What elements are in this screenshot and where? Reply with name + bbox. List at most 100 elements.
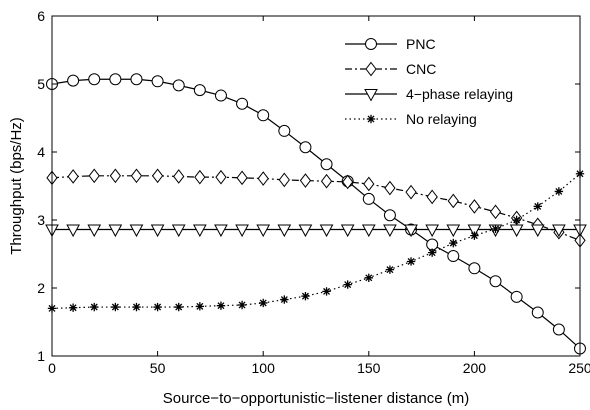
data-point [342, 174, 354, 190]
data-point [361, 224, 376, 238]
data-point [108, 224, 123, 238]
data-point [90, 302, 99, 312]
data-point [109, 168, 121, 184]
data-point [171, 224, 186, 238]
data-point [172, 79, 185, 92]
data-point [425, 224, 440, 238]
legend-label: CNC [406, 61, 436, 77]
x-tick-label: 200 [463, 360, 487, 376]
data-point [427, 248, 437, 257]
data-point [236, 97, 249, 110]
data-point [174, 302, 183, 312]
data-point [383, 209, 396, 222]
data-point [257, 109, 270, 122]
y-tick-label: 4 [37, 144, 45, 160]
data-point [259, 298, 268, 308]
data-point [385, 265, 395, 274]
data-point [298, 224, 313, 238]
data-point [193, 84, 206, 97]
data-point [66, 224, 80, 238]
data-point [130, 73, 143, 86]
data-point [235, 224, 249, 238]
data-point [214, 89, 227, 102]
data-point [449, 238, 458, 248]
data-point [512, 215, 521, 225]
data-point [129, 224, 144, 238]
data-point [68, 303, 78, 312]
y-tick-label: 6 [37, 8, 45, 24]
data-point [468, 199, 481, 214]
data-point [530, 224, 545, 238]
series-layer [45, 73, 587, 355]
data-point [67, 169, 79, 184]
data-point [195, 302, 205, 311]
data-point [405, 184, 417, 200]
data-point [470, 231, 479, 240]
data-point [533, 202, 542, 211]
data-point [510, 290, 523, 303]
legend-marker [365, 38, 377, 50]
legend-marker [364, 89, 378, 102]
data-point [132, 302, 141, 312]
data-point [340, 224, 355, 238]
x-axis-label: Source−to−opportunistic−listener distanc… [163, 390, 469, 407]
data-point [364, 273, 373, 282]
data-point [554, 187, 564, 196]
y-tick-label: 2 [37, 280, 45, 296]
data-point [299, 173, 312, 188]
x-tick-label: 250 [568, 360, 590, 376]
data-point [322, 287, 331, 296]
legend-marker [365, 61, 377, 77]
data-point [278, 124, 291, 137]
data-point [256, 224, 271, 238]
data-point [446, 224, 461, 238]
data-point [406, 257, 416, 266]
data-point [88, 73, 101, 86]
y-tick-label: 3 [37, 212, 45, 228]
data-point [194, 169, 206, 185]
data-point [257, 171, 269, 186]
data-point [214, 224, 228, 238]
data-point [150, 224, 165, 238]
data-point [215, 169, 227, 185]
data-point [151, 75, 164, 88]
legend-item: 4−phase relaying [345, 86, 513, 102]
legend-item: PNC [345, 36, 436, 52]
data-point [320, 158, 333, 171]
data-point [489, 204, 502, 220]
x-tick-label: 150 [357, 360, 381, 376]
data-point [87, 224, 102, 238]
data-point [447, 250, 460, 263]
data-point [237, 300, 247, 310]
data-point [491, 224, 500, 234]
data-point [447, 193, 459, 209]
data-point [343, 280, 352, 289]
data-point [130, 168, 143, 184]
data-point [111, 302, 120, 312]
y-tick-label: 5 [37, 76, 45, 92]
data-point [383, 224, 397, 238]
ticks-layer: 0 50 100 150 200 250 1 2 3 4 5 6 [37, 8, 590, 376]
data-point [531, 306, 544, 319]
data-point [277, 224, 292, 238]
data-point [278, 172, 290, 188]
legend-label: PNC [406, 36, 436, 52]
data-point [426, 238, 439, 251]
data-point [467, 224, 482, 238]
data-point [236, 170, 248, 186]
data-point [509, 224, 524, 238]
data-point [319, 224, 334, 238]
y-axis-label: Throughput (bps/Hz) [8, 117, 25, 255]
data-point [151, 168, 164, 184]
data-point [362, 192, 375, 205]
legend-item: CNC [345, 61, 436, 77]
data-point [173, 169, 185, 184]
data-point [363, 176, 375, 192]
series-2 [45, 224, 587, 238]
legend-label: 4−phase relaying [406, 86, 513, 102]
data-point [216, 301, 226, 310]
data-point [320, 173, 333, 189]
data-point [67, 74, 80, 87]
data-point [192, 224, 207, 238]
